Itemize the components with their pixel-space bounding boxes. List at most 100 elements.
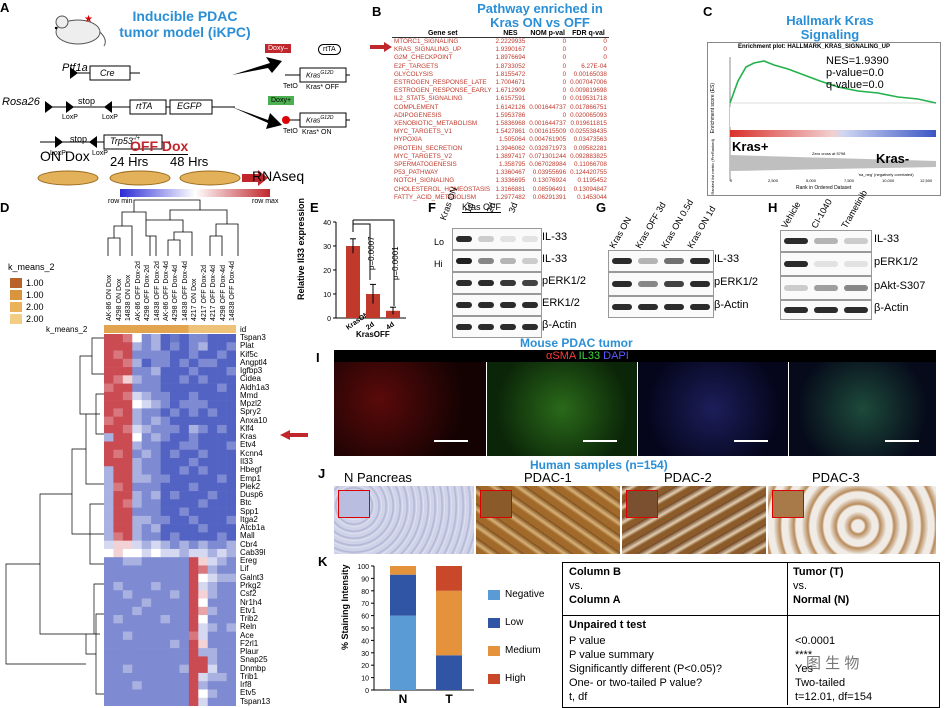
heatmap-cell	[198, 375, 209, 384]
heatmap-cell	[104, 656, 114, 665]
heatmap-cell	[113, 672, 124, 682]
heatmap-cell	[151, 664, 161, 674]
k-category-label: N	[399, 692, 408, 706]
heatmap-cell	[160, 482, 171, 492]
heatmap-row-label: Prkg2	[240, 581, 261, 590]
heatmap-cell	[104, 557, 114, 566]
heatmap-cell	[132, 532, 143, 541]
gsea-cell: 1.3360467	[495, 169, 526, 177]
heatmap-cell	[122, 350, 133, 360]
heatmap-cell	[226, 631, 236, 641]
heatmap-cell	[132, 689, 143, 699]
heatmap-cell	[104, 375, 114, 384]
doxy-minus-badge: Doxy–	[265, 44, 291, 53]
heatmap-cell	[113, 697, 124, 706]
gsea-row: MTORC1_SIGNALING 2.2229935 0 0	[392, 38, 609, 47]
heatmap-cell	[132, 491, 143, 500]
heatmap-cell	[122, 639, 133, 649]
gsea-cell: ADIPOGENESIS	[394, 111, 442, 119]
heatmap-cell	[207, 482, 218, 492]
heatmap-cell	[179, 639, 190, 649]
heatmap-cell	[113, 433, 124, 442]
heatmap-cell	[179, 408, 190, 417]
heatmap-cell	[122, 482, 133, 492]
heatmap-column-label: 4217 OFF Dox-4d	[210, 264, 218, 321]
heatmap-cell	[141, 548, 152, 558]
panel-j-title: Human samples (n=154)	[530, 458, 668, 472]
heatmap-cell	[226, 515, 236, 525]
heatmap-cell	[179, 358, 190, 368]
heatmap-cell	[113, 515, 124, 525]
heatmap-cell	[188, 416, 199, 426]
heatmap-cell	[207, 672, 218, 682]
heatmap-cell	[170, 499, 180, 508]
heatmap-cell	[188, 375, 199, 384]
heatmap-cell	[207, 582, 218, 591]
heatmap-cell	[198, 565, 209, 575]
kras-label-2: KrasG12D	[306, 115, 333, 124]
heatmap-cell	[160, 391, 171, 401]
heatmap-cell	[170, 515, 180, 525]
heatmap-cell	[188, 689, 199, 699]
heatmap-column-label: 4298 OFF Dox-4d	[172, 264, 180, 321]
heatmap-cell	[160, 491, 171, 500]
blot-band	[522, 324, 538, 330]
c-xtick-5: 12,500	[920, 178, 933, 183]
k-legend-text: Low	[505, 617, 524, 629]
k-legend-text: High	[505, 673, 526, 685]
heatmap-cell	[151, 697, 161, 706]
heatmap-cell	[188, 383, 199, 393]
gsea-header-1: NES	[493, 30, 528, 38]
heatmap-cell	[198, 433, 209, 442]
heatmap-cell	[141, 507, 152, 517]
heatmap-cell	[132, 482, 143, 492]
heatmap-cell	[217, 639, 227, 649]
heatmap-cell	[113, 358, 124, 368]
heatmap-cell	[122, 623, 133, 632]
stats-row-value: t=12.01, df=154	[795, 691, 873, 703]
c-xtick-4: 10,000	[882, 178, 895, 183]
heatmap-cell	[151, 582, 161, 591]
heatmap-cell	[170, 681, 180, 690]
panel-label-f: F	[428, 200, 436, 215]
gsea-cell: 0.001644737	[529, 120, 567, 128]
heatmap-cell	[132, 540, 143, 550]
heatmap-cell	[122, 606, 133, 616]
heatmap-cell	[160, 565, 171, 575]
gsea-cell: 0.017866751	[570, 103, 607, 111]
heatmap-cell	[170, 623, 180, 632]
heatmap-cell	[170, 557, 180, 566]
gsea-cell: 1.3166881	[495, 185, 526, 193]
heatmap-cell	[170, 664, 180, 674]
blot-band	[456, 258, 472, 264]
heatmap-cell	[104, 400, 114, 409]
stain-il33: IL33	[578, 350, 601, 362]
heatmap-cell	[207, 656, 218, 665]
k-bar-segment	[436, 655, 462, 690]
heatmap-row-label: Emp1	[240, 473, 261, 483]
e-bar	[346, 246, 360, 318]
heatmap-cell	[104, 491, 114, 500]
heatmap-cell	[188, 458, 199, 467]
blot-band	[612, 258, 632, 264]
heatmap-cell	[104, 458, 114, 467]
heatmap-cell	[198, 598, 209, 608]
heatmap-cell	[198, 648, 209, 657]
k-legend-swatch	[488, 673, 500, 684]
heatmap-cell	[179, 648, 190, 657]
heatmap-cell	[141, 697, 152, 706]
heatmap-column-label: 4298 OFF Dox-2d	[144, 264, 152, 321]
heatmap-cell	[141, 672, 152, 682]
heatmap-cell	[122, 515, 133, 525]
kras-sup-2: G12D	[320, 115, 334, 121]
heatmap-cell	[207, 648, 218, 657]
gsea-cell: 1.5836968	[495, 120, 526, 128]
heatmap-cell	[198, 557, 209, 566]
trp53-sup: -/+	[132, 136, 141, 142]
heatmap-row-label: Itga2	[240, 514, 258, 524]
heatmap-cell	[122, 391, 133, 401]
gsea-cell: 1.5953786	[495, 111, 526, 119]
heatmap-cell	[226, 424, 236, 434]
heatmap-cell	[104, 548, 114, 558]
heatmap-cell	[132, 524, 143, 533]
